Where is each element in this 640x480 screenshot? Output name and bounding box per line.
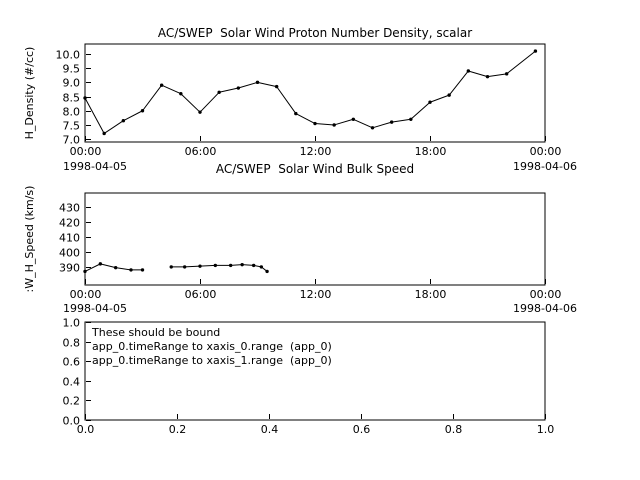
svg-text:06:00: 06:00: [185, 145, 217, 158]
binding-annotation: These should be bound app_0.timeRange to…: [92, 326, 332, 368]
svg-text:9.5: 9.5: [63, 63, 81, 76]
svg-text:8.0: 8.0: [63, 106, 81, 119]
svg-text:18:00: 18:00: [415, 288, 447, 301]
svg-text:12:00: 12:00: [300, 288, 332, 301]
svg-text:0.4: 0.4: [261, 423, 279, 436]
plot-area-2: 390 400 410 420 430 00:00 06:00 12:00 18:00 00:00: [59, 192, 562, 301]
svg-text:1.0: 1.0: [537, 423, 555, 436]
svg-text:0.4: 0.4: [63, 376, 81, 389]
annotation-line-3: app_0.timeRange to xaxis_1.range (app_0): [92, 354, 332, 367]
svg-text:0.8: 0.8: [63, 337, 81, 350]
svg-text:10.0: 10.0: [56, 49, 81, 62]
svg-text:0.0: 0.0: [77, 423, 95, 436]
svg-text:0.6: 0.6: [63, 356, 81, 369]
svg-text:7.0: 7.0: [63, 134, 81, 147]
plot-area-3: 0.0 0.2 0.4 0.6 0.8 1.0 0.0 0.2 0.4 0.6 0.8 1.0: [63, 317, 555, 437]
plot2-end-date: 1998-04-06: [513, 302, 577, 315]
svg-text:12:00: 12:00: [300, 145, 332, 158]
svg-text:06:00: 06:00: [185, 288, 217, 301]
annotation-line-1: These should be bound: [92, 326, 221, 339]
plot1-end-date: 1998-04-06: [513, 160, 577, 173]
svg-text:390: 390: [59, 262, 80, 275]
svg-text:430: 430: [59, 202, 80, 215]
svg-text:00:00: 00:00: [530, 145, 562, 158]
svg-text:00:00: 00:00: [70, 145, 102, 158]
svg-text:18:00: 18:00: [415, 145, 447, 158]
plot-area-1: 7.07.58.08.5 9.09.510.0 00:00 06:00 12:00 18:…: [56, 43, 562, 158]
plot2-ylabel: :W_H_Speed (km/s): [23, 185, 36, 293]
svg-text:0.2: 0.2: [63, 395, 81, 408]
svg-text:0.8: 0.8: [445, 423, 463, 436]
plot2-start-date: 1998-04-05: [63, 302, 127, 315]
plot1-start-date: 1998-04-05: [63, 160, 127, 173]
svg-text:400: 400: [59, 247, 80, 260]
annotation-line-2: app_0.timeRange to xaxis_0.range (app_0): [92, 340, 332, 353]
svg-text:0.2: 0.2: [169, 423, 187, 436]
plot1-ylabel: H_Density (#/cc): [23, 46, 36, 140]
svg-text:1.0: 1.0: [63, 317, 81, 330]
svg-text:7.5: 7.5: [63, 120, 81, 133]
svg-text:00:00: 00:00: [530, 288, 562, 301]
svg-text:410: 410: [59, 232, 80, 245]
svg-text:0.6: 0.6: [353, 423, 371, 436]
svg-text:9.0: 9.0: [63, 77, 81, 90]
plot2-title: AC/SWEP Solar Wind Bulk Speed: [215, 162, 415, 176]
svg-text:420: 420: [59, 217, 80, 230]
plot1-title: AC/SWEP Solar Wind Proton Number Density…: [157, 26, 473, 40]
svg-text:0.0: 0.0: [63, 415, 81, 428]
svg-text:00:00: 00:00: [70, 288, 102, 301]
svg-text:8.5: 8.5: [63, 92, 81, 105]
